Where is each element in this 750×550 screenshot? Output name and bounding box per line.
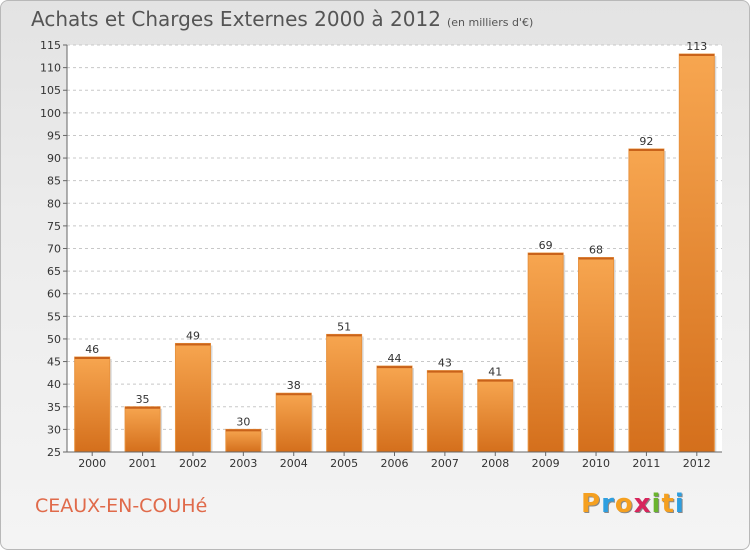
- data-label: 49: [186, 329, 200, 342]
- x-tick-label: 2010: [582, 457, 610, 470]
- y-tick-label: 95: [47, 129, 61, 142]
- bar: [477, 379, 514, 453]
- logo-letter: P: [581, 489, 602, 519]
- y-tick-label: 45: [47, 356, 61, 369]
- y-tick-label: 50: [47, 333, 61, 346]
- bar: [628, 148, 665, 453]
- y-tick-label: 60: [47, 288, 61, 301]
- bars: 46 35 49 30 38 51 44 43 41 69 68 92 113: [74, 40, 717, 453]
- bar: [124, 406, 161, 453]
- logo-letter: i: [674, 489, 685, 519]
- y-tick-label: 65: [47, 265, 61, 278]
- commune-name: CEAUX-EN-COUHé: [35, 495, 208, 517]
- data-label: 92: [639, 135, 653, 148]
- data-label: 69: [539, 239, 553, 252]
- y-tick-label: 110: [40, 62, 61, 75]
- y-tick-label: 25: [47, 446, 61, 459]
- bar: [174, 342, 211, 453]
- bar: [326, 333, 363, 453]
- chart-title-text: Achats et Charges Externes 2000 à 2012: [31, 7, 441, 31]
- logo-letter: x: [633, 489, 652, 519]
- y-tick-label: 35: [47, 401, 61, 414]
- bar: [426, 370, 463, 453]
- data-label: 44: [388, 352, 402, 365]
- x-tick-label: 2009: [532, 457, 560, 470]
- x-tick-label: 2005: [330, 457, 358, 470]
- x-tick-label: 2006: [381, 457, 409, 470]
- data-label: 113: [686, 40, 707, 53]
- y-tick-label: 70: [47, 243, 61, 256]
- y-tick-label: 75: [47, 220, 61, 233]
- y-tick-label: 115: [40, 39, 61, 52]
- data-label: 30: [236, 415, 250, 428]
- y-tick-label: 85: [47, 175, 61, 188]
- data-label: 43: [438, 357, 452, 370]
- x-tick-label: 2007: [431, 457, 459, 470]
- data-label: 41: [488, 366, 502, 379]
- logo-letter: i: [651, 489, 662, 519]
- x-tick-label: 2003: [229, 457, 257, 470]
- chart-subtitle: (en milliers d'€): [446, 16, 534, 29]
- bar: [275, 392, 312, 453]
- y-tick-label: 100: [40, 107, 61, 120]
- x-tick-label: 2012: [683, 457, 711, 470]
- x-tick-label: 2011: [632, 457, 660, 470]
- logo-letter: o: [614, 489, 634, 519]
- bar: [74, 356, 111, 453]
- x-tick-label: 2008: [481, 457, 509, 470]
- proxiti-logo: Proxiti: [581, 489, 685, 519]
- data-label: 68: [589, 244, 603, 257]
- logo-letter: r: [601, 489, 615, 519]
- chart-title: Achats et Charges Externes 2000 à 2012 (e…: [31, 7, 533, 31]
- data-label: 38: [287, 379, 301, 392]
- data-label: 51: [337, 320, 351, 333]
- y-tick-label: 80: [47, 197, 61, 210]
- bar: [225, 428, 262, 453]
- logo-letter: t: [661, 489, 675, 519]
- axes: 25 30 35 40 45 50 55 60 65 70 75 80 85 90 95 100 105 110 1…: [40, 39, 722, 470]
- bar: [527, 252, 564, 453]
- x-tick-label: 2004: [280, 457, 308, 470]
- y-tick-label: 90: [47, 152, 61, 165]
- y-tick-label: 30: [47, 423, 61, 436]
- x-tick-label: 2002: [179, 457, 207, 470]
- y-tick-label: 40: [47, 378, 61, 391]
- y-tick-label: 105: [40, 84, 61, 97]
- bar: [578, 257, 615, 453]
- bar: [678, 53, 715, 453]
- y-tick-label: 55: [47, 310, 61, 323]
- bar: [376, 365, 413, 453]
- x-tick-label: 2001: [129, 457, 157, 470]
- data-label: 46: [85, 343, 99, 356]
- x-tick-label: 2000: [78, 457, 106, 470]
- data-label: 35: [136, 393, 150, 406]
